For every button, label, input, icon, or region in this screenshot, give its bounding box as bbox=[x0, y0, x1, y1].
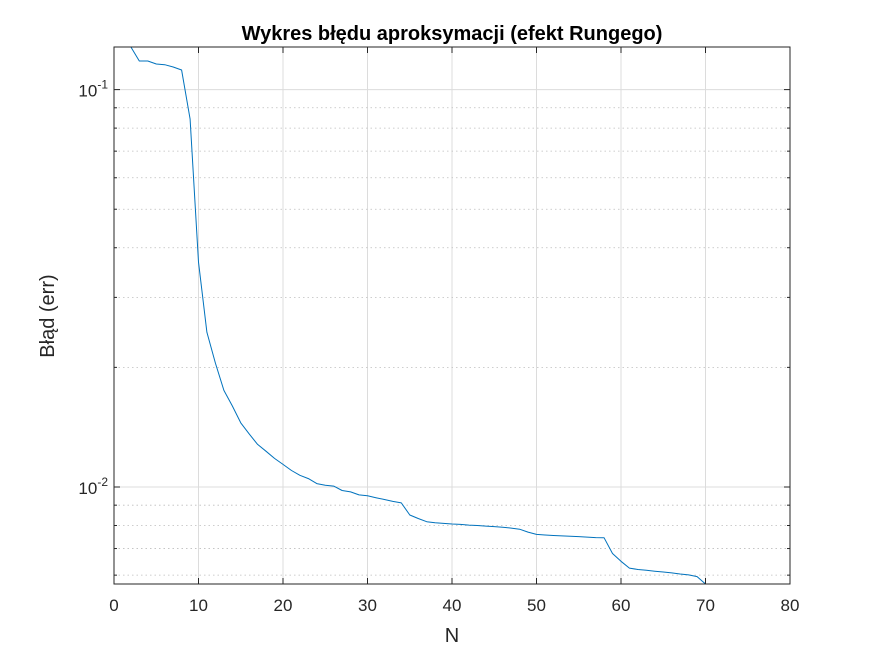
x-tick-label: 40 bbox=[443, 596, 462, 615]
x-tick-label: 0 bbox=[109, 596, 118, 615]
x-tick-label: 20 bbox=[274, 596, 293, 615]
tick-labels: 0 10 20 30 40 50 60 70 80 10-1 10-2 bbox=[78, 78, 799, 615]
ticks bbox=[113, 47, 791, 584]
y-axis-label: Błąd (err) bbox=[37, 274, 59, 357]
y-tick-label: 10-1 bbox=[78, 78, 108, 101]
series-layer bbox=[122, 47, 714, 584]
x-axis-label: N bbox=[445, 625, 459, 647]
y-tick-label: 10-2 bbox=[78, 475, 108, 498]
x-tick-label: 80 bbox=[781, 596, 800, 615]
x-tick-label: 60 bbox=[612, 596, 631, 615]
x-tick-label: 50 bbox=[527, 596, 546, 615]
grid bbox=[114, 47, 790, 584]
x-tick-label: 10 bbox=[189, 596, 208, 615]
x-tick-label: 70 bbox=[696, 596, 715, 615]
chart-title: Wykres błędu aproksymacji (efekt Rungego… bbox=[242, 23, 663, 45]
x-tick-label: 30 bbox=[358, 596, 377, 615]
series-line-1 bbox=[122, 47, 714, 584]
